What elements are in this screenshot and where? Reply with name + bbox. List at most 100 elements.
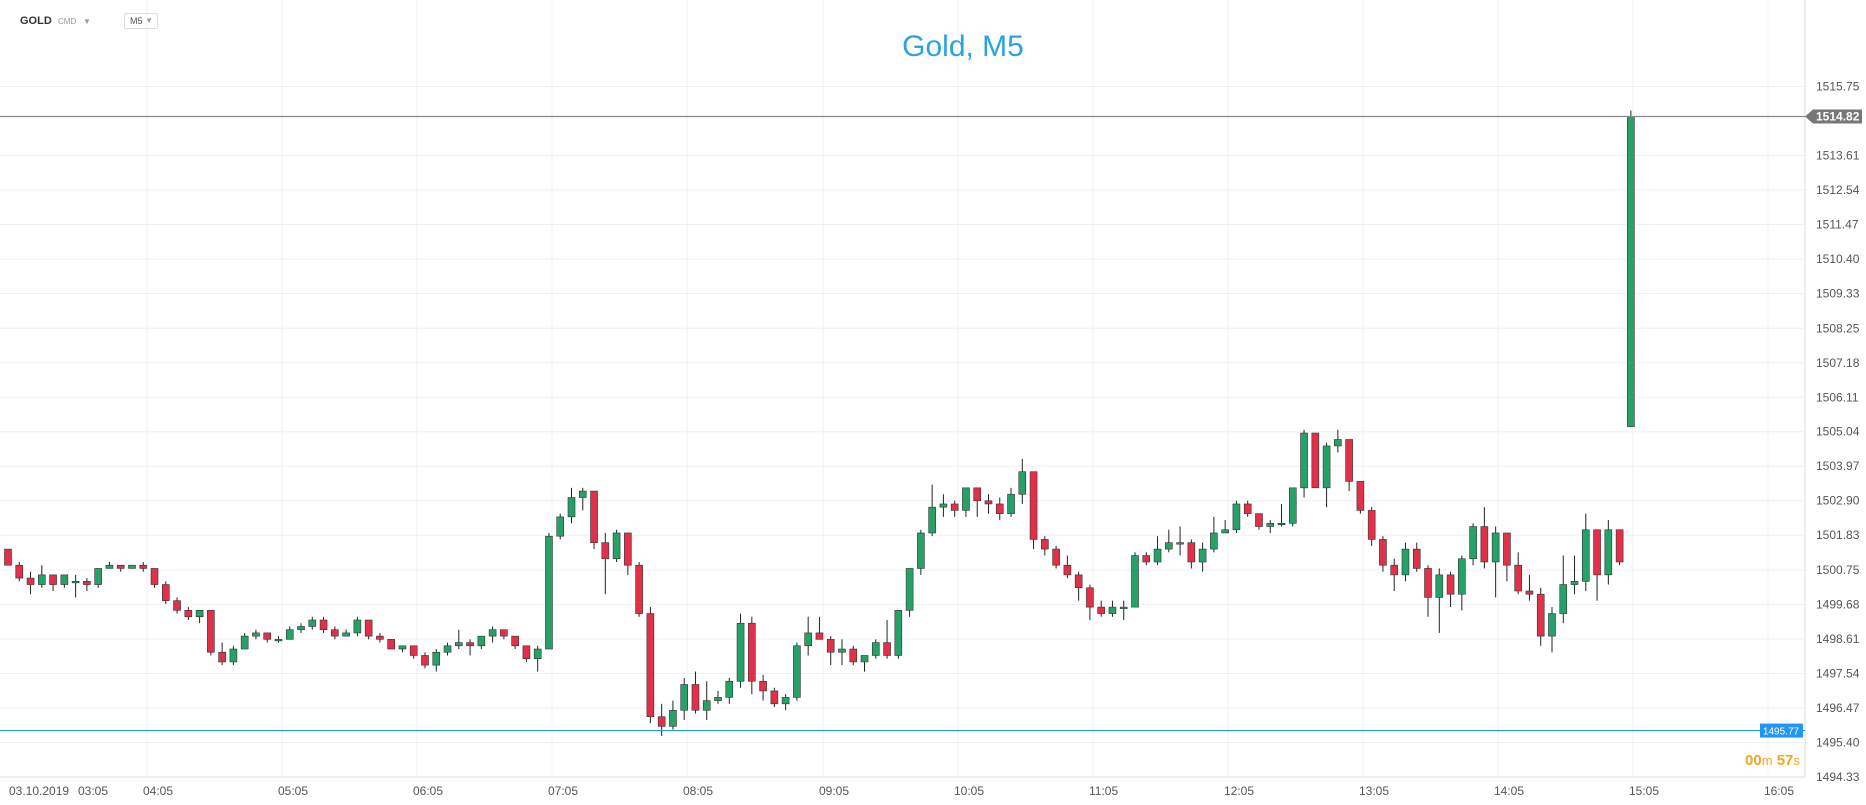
x-tick-label: 06:05: [413, 784, 443, 798]
candle-body: [962, 487, 970, 511]
candle-body: [1288, 487, 1297, 524]
candle-body: [1108, 606, 1117, 614]
y-tick-label: 1497.54: [1816, 667, 1860, 681]
candle-body: [1266, 522, 1275, 527]
candle-body: [1300, 432, 1308, 489]
candle-body: [331, 629, 339, 637]
candle-body: [984, 500, 993, 505]
candle-body: [184, 610, 193, 618]
candle-body: [1379, 539, 1387, 566]
candle-body: [1536, 593, 1545, 637]
candle-body: [759, 680, 767, 692]
candle-body: [1345, 439, 1353, 482]
candle-body: [826, 639, 835, 653]
candle-body: [1131, 555, 1139, 608]
candle-body: [871, 642, 880, 656]
candle-body: [1142, 555, 1151, 563]
candle-body: [601, 542, 610, 560]
candle-body: [905, 568, 914, 611]
candle-body: [1153, 548, 1162, 563]
candle-body: [319, 619, 328, 630]
x-tick-label: 13:05: [1359, 784, 1389, 798]
candle-body: [838, 648, 846, 653]
candle-body: [793, 645, 801, 698]
candle-body: [556, 516, 565, 537]
y-tick-label: 1499.68: [1816, 598, 1860, 612]
y-tick-label: 1498.61: [1816, 632, 1860, 646]
y-tick-label: 1511.47: [1816, 217, 1859, 231]
x-tick-label: 12:05: [1224, 784, 1254, 798]
chevron-down-icon: ▼: [145, 16, 153, 25]
candle-body: [1570, 581, 1579, 585]
candle-body: [240, 635, 249, 650]
y-tick-label: 1515.75: [1816, 79, 1860, 93]
countdown-minutes: 00: [1745, 752, 1762, 769]
candle-body: [1243, 503, 1252, 514]
candle-body: [94, 568, 102, 585]
x-axis: 03.10.2019 03:05 04:05 05:05 06:05 07:05 08:05…: [9, 784, 1794, 798]
candle-body: [38, 574, 46, 585]
candle-body: [894, 610, 903, 656]
x-tick-label: 10:05: [954, 784, 984, 798]
candle-body: [995, 503, 1004, 514]
candle-body: [748, 622, 756, 682]
y-tick-label: 1507.18: [1816, 356, 1860, 370]
chart-title: Gold, M5: [902, 30, 1024, 63]
price-lines: 1514.82 1495.77: [0, 109, 1862, 738]
candle-body: [680, 684, 689, 711]
candle-body: [917, 532, 925, 569]
candle-body: [1503, 532, 1511, 566]
candle-body: [725, 680, 734, 698]
candle-body: [477, 635, 486, 647]
candle-body: [1221, 529, 1229, 534]
timeframe-label: M5: [130, 16, 143, 26]
candle-body: [49, 574, 57, 585]
candle-body: [1052, 548, 1060, 566]
candle-body: [567, 497, 576, 518]
countdown-seconds-unit: s: [1793, 753, 1800, 768]
candle-body: [15, 564, 24, 579]
candle-body: [657, 716, 666, 727]
countdown-seconds: 57: [1776, 752, 1794, 769]
chevron-down-icon[interactable]: ▼: [83, 17, 91, 26]
low-price-tag: [1760, 723, 1803, 738]
candle-body: [702, 700, 711, 711]
timeframe-select[interactable]: M5 ▼: [124, 13, 158, 29]
candle-body: [646, 613, 655, 718]
candle-body: [161, 584, 170, 601]
candle-body: [860, 655, 869, 663]
candle-body: [691, 684, 700, 711]
candle-body: [1469, 526, 1477, 560]
candle-body: [1086, 587, 1094, 608]
candle-body: [308, 619, 317, 627]
candle-body: [736, 622, 745, 682]
x-tick-label: 05:05: [278, 784, 308, 798]
candle-body: [1356, 481, 1365, 511]
candle-body: [252, 632, 260, 637]
candle-body: [624, 532, 632, 566]
candle-body: [1525, 590, 1534, 595]
symbol-label[interactable]: GOLD: [20, 15, 52, 27]
candle-body: [578, 490, 587, 498]
candle-body: [207, 610, 215, 653]
candle-body: [1029, 471, 1038, 540]
candle-body: [849, 648, 858, 663]
candle-body: [71, 581, 80, 584]
y-tick-label: 1496.47: [1816, 701, 1860, 715]
x-tick-label: 16:05: [1764, 784, 1794, 798]
candle-body: [770, 690, 779, 705]
y-tick-label: 1500.75: [1816, 563, 1860, 577]
candle-body: [116, 564, 125, 569]
candle-body: [173, 600, 181, 611]
candle-body: [195, 610, 204, 618]
candle-body: [781, 697, 790, 705]
candle-body: [4, 548, 12, 566]
candle-body: [1165, 542, 1173, 550]
candle-body: [1548, 613, 1556, 637]
candle-body: [285, 629, 294, 640]
candle-body: [229, 648, 238, 663]
candle-body: [1176, 542, 1184, 545]
candle-body: [545, 535, 553, 650]
symbol-type-label: CMD: [58, 17, 77, 26]
